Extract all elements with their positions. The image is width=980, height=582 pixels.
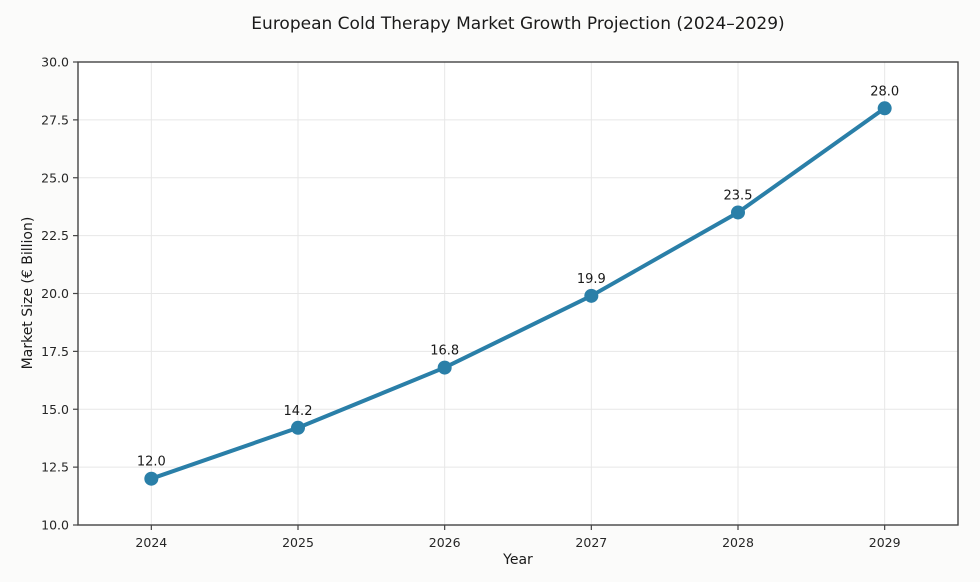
x-tick-label: 2028 [722, 535, 754, 550]
data-line [149, 106, 887, 481]
y-tick-label: 25.0 [41, 170, 69, 185]
y-tick-label: 17.5 [41, 344, 69, 359]
data-point-label: 19.9 [577, 272, 606, 287]
y-tick-label: 30.0 [41, 55, 69, 70]
data-point-labels: 12.0 14.2 16.8 19.9 23.5 28.0 [137, 84, 899, 469]
plot-spines [77, 61, 959, 526]
y-tick-label: 27.5 [41, 112, 69, 127]
y-tick-label: 22.5 [41, 228, 69, 243]
data-point-label: 14.2 [284, 404, 313, 419]
data-point [144, 471, 159, 486]
x-tick-label: 2025 [282, 535, 314, 550]
x-tick-label: 2027 [575, 535, 607, 550]
data-point [731, 205, 745, 220]
y-tick-label: 12.5 [41, 460, 69, 475]
data-point-label: 28.0 [870, 84, 899, 99]
y-tick-label: 20.0 [41, 286, 69, 301]
axis-tick-labels: 2024 2025 2026 2027 2028 2029 10.0 12.5 15.0 17.5… [41, 55, 900, 551]
x-tick-label: 2024 [135, 535, 167, 550]
data-markers [144, 101, 892, 486]
data-point [584, 288, 599, 303]
y-tick-label: 10.0 [41, 518, 69, 533]
chart-title: European Cold Therapy Market Growth Proj… [251, 14, 785, 34]
data-point-label: 23.5 [724, 188, 753, 203]
data-point [877, 101, 892, 116]
data-point [437, 360, 452, 375]
x-tick-label: 2026 [429, 535, 461, 550]
data-point [291, 420, 305, 435]
data-point-label: 12.0 [137, 455, 166, 470]
x-axis-label: Year [503, 552, 533, 568]
x-tick-label: 2029 [869, 535, 901, 550]
y-tick-label: 15.0 [41, 402, 69, 417]
axis-ticks [73, 61, 886, 530]
data-point-label: 16.8 [430, 344, 459, 359]
